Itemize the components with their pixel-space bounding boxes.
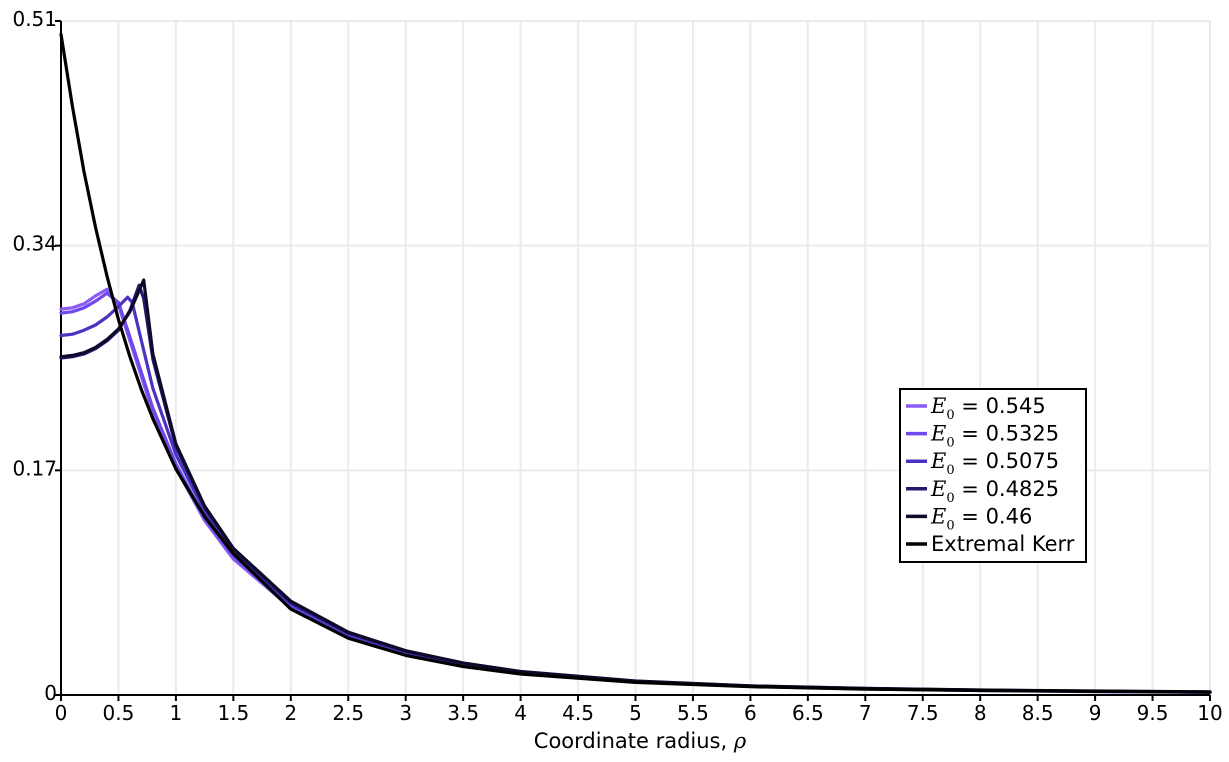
legend-value: = 0.545: [955, 394, 1046, 418]
legend-symbol: E: [930, 504, 946, 528]
legend-subscript: 0: [946, 408, 954, 423]
series-line-6: [59, 32, 1212, 694]
x-tick-label: 9: [1089, 701, 1102, 725]
legend-symbol: E: [930, 394, 946, 418]
x-tick-label: 2.5: [332, 701, 364, 725]
legend-value: Extremal Kerr: [931, 532, 1075, 556]
legend-subscript: 0: [946, 463, 954, 478]
y-tick-label: 0: [44, 681, 57, 705]
y-tick-label: 0.51: [12, 7, 57, 31]
x-tick-label: 4: [514, 701, 527, 725]
legend-value: = 0.5325: [955, 422, 1059, 446]
x-tick-label: 8: [974, 701, 987, 725]
x-tick-label: 8.5: [1022, 701, 1054, 725]
legend-symbol: E: [930, 449, 946, 473]
x-tick-label: 1: [170, 701, 183, 725]
x-tick-label: 1.5: [217, 701, 249, 725]
legend-label: Extremal Kerr: [931, 532, 1075, 556]
legend-item: Extremal Kerr: [906, 532, 1075, 556]
legend-value: = 0.4825: [955, 477, 1059, 501]
legend-item: E0 = 0.46: [906, 504, 1032, 533]
legend-label: E0 = 0.5325: [930, 422, 1059, 451]
legend-subscript: 0: [946, 436, 954, 451]
x-tick-label: 9.5: [1137, 701, 1169, 725]
legend-label: E0 = 0.46: [930, 504, 1032, 533]
legend-symbol: E: [930, 422, 946, 446]
legend-label: E0 = 0.5075: [930, 449, 1059, 478]
legend-item: E0 = 0.545: [906, 394, 1046, 423]
y-ticks: 0 0.17 0.34 0.51: [12, 7, 61, 705]
legend-box: [899, 388, 1087, 563]
y-tick-label: 0.34: [12, 232, 57, 256]
x-tick-label: 5.5: [677, 701, 709, 725]
x-tick-label: 5: [629, 701, 642, 725]
x-tick-label: 4.5: [562, 701, 594, 725]
legend-subscript: 0: [946, 491, 954, 506]
legend-subscript: 0: [946, 518, 954, 533]
series-lines: [59, 32, 1212, 694]
legend-symbol: E: [930, 477, 946, 501]
x-ticks: 0 0.5 1 1.5 2 2.5 3 3.5 4 4.5 5 5.5 6 6.5 7 7.5 8 8.5 9 9.5…: [55, 695, 1223, 725]
x-tick-label: 6.5: [792, 701, 824, 725]
legend-item: E0 = 0.5075: [906, 449, 1059, 478]
legend-item: E0 = 0.4825: [906, 477, 1059, 506]
x-tick-label: 0: [55, 701, 68, 725]
y-tick-label: 0.17: [12, 456, 57, 480]
legend-label: E0 = 0.545: [930, 394, 1046, 423]
x-tick-label: 3.5: [447, 701, 479, 725]
x-tick-label: 7.5: [907, 701, 939, 725]
x-axis-label: Coordinate radius, ρ: [534, 729, 747, 753]
x-tick-label: 0.5: [103, 701, 135, 725]
legend-label: E0 = 0.4825: [930, 477, 1059, 506]
grid-lines: [61, 20, 1211, 695]
x-tick-label: 10: [1197, 701, 1222, 725]
legend-item: E0 = 0.5325: [906, 422, 1059, 451]
legend-value: = 0.5075: [955, 449, 1059, 473]
x-tick-label: 2: [284, 701, 297, 725]
legend-value: = 0.46: [955, 504, 1033, 528]
x-tick-label: 6: [744, 701, 757, 725]
x-tick-label: 3: [399, 701, 412, 725]
x-tick-label: 7: [859, 701, 872, 725]
